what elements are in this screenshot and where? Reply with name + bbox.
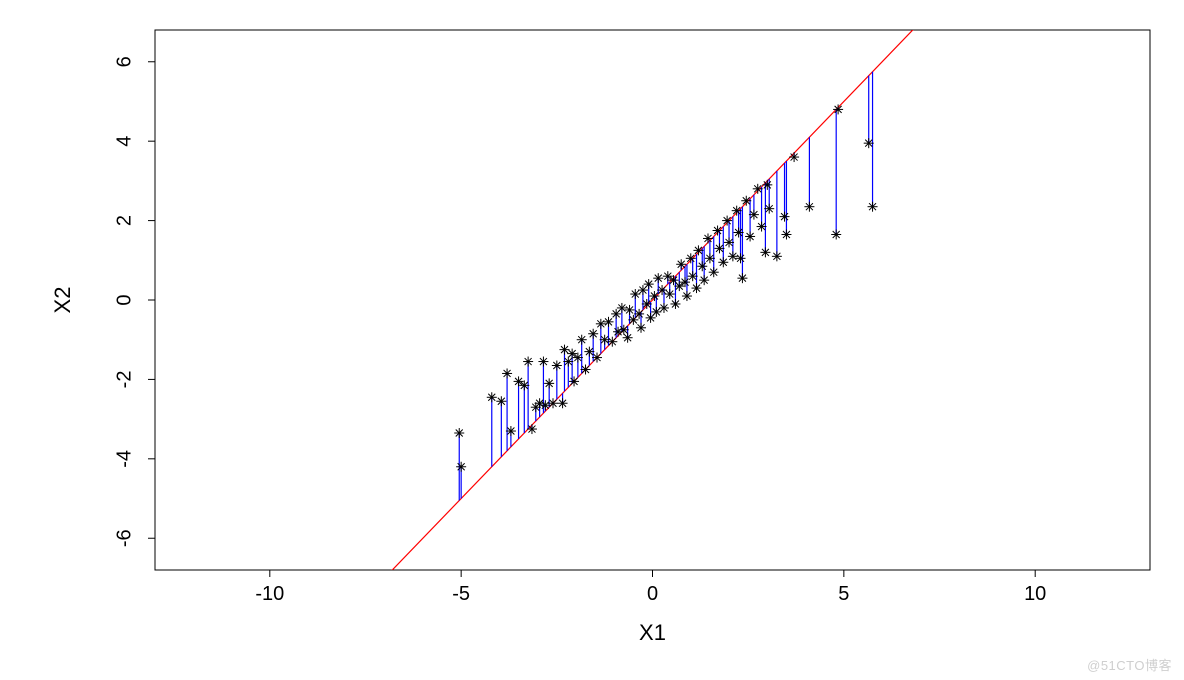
data-point bbox=[864, 138, 874, 148]
data-point bbox=[644, 279, 654, 289]
data-point bbox=[718, 257, 728, 267]
data-point bbox=[692, 283, 702, 293]
data-point bbox=[581, 364, 591, 374]
plot-data-group bbox=[155, 0, 1150, 680]
data-point bbox=[454, 428, 464, 438]
data-point bbox=[686, 253, 696, 263]
data-point bbox=[592, 353, 602, 363]
data-point bbox=[649, 291, 659, 301]
data-point bbox=[496, 396, 506, 406]
data-point bbox=[804, 202, 814, 212]
data-point bbox=[607, 337, 617, 347]
data-point bbox=[487, 392, 497, 402]
y-tick-label: -4 bbox=[113, 450, 135, 468]
data-point bbox=[734, 228, 744, 238]
data-point bbox=[722, 216, 732, 226]
data-point bbox=[665, 289, 675, 299]
y-tick-label: -2 bbox=[113, 371, 135, 389]
chart-container: -10 -5 0 5 10 -6 -4 -2 0 2 4 6 X1 X2 @51CTO博客 bbox=[0, 0, 1184, 680]
data-point bbox=[781, 229, 791, 239]
data-point bbox=[772, 251, 782, 261]
x-axis-label: X1 bbox=[639, 620, 666, 645]
data-point bbox=[699, 275, 709, 285]
y-tick-label: -6 bbox=[113, 529, 135, 547]
data-point bbox=[596, 319, 606, 329]
y-axis-label: X2 bbox=[50, 287, 75, 314]
data-point bbox=[588, 329, 598, 339]
x-tick-label: 0 bbox=[647, 583, 658, 605]
data-point bbox=[625, 305, 635, 315]
data-point bbox=[680, 277, 690, 287]
data-point bbox=[682, 291, 692, 301]
y-tick-label: 2 bbox=[113, 215, 135, 226]
data-point bbox=[584, 347, 594, 357]
data-point bbox=[745, 231, 755, 241]
data-point bbox=[456, 462, 466, 472]
data-point bbox=[741, 196, 751, 206]
data-point bbox=[506, 426, 516, 436]
data-point bbox=[709, 267, 719, 277]
x-tick-label: -5 bbox=[452, 583, 470, 605]
data-point bbox=[569, 376, 579, 386]
data-point bbox=[749, 210, 759, 220]
data-point bbox=[724, 237, 734, 247]
data-point bbox=[676, 259, 686, 269]
data-point bbox=[527, 424, 537, 434]
data-point bbox=[603, 317, 613, 327]
data-point bbox=[732, 206, 742, 216]
data-point bbox=[728, 251, 738, 261]
data-point bbox=[760, 247, 770, 257]
data-point bbox=[831, 229, 841, 239]
data-point bbox=[868, 202, 878, 212]
data-point bbox=[623, 333, 633, 343]
data-point bbox=[540, 400, 550, 410]
data-point bbox=[780, 212, 790, 222]
data-point bbox=[659, 303, 669, 313]
data-point bbox=[762, 180, 772, 190]
data-point bbox=[577, 335, 587, 345]
data-point bbox=[833, 104, 843, 114]
data-point bbox=[737, 273, 747, 283]
x-tick-label: 5 bbox=[838, 583, 849, 605]
data-point bbox=[523, 357, 533, 367]
data-point bbox=[703, 233, 713, 243]
data-point bbox=[670, 299, 680, 309]
data-point bbox=[688, 271, 698, 281]
data-point bbox=[544, 378, 554, 388]
data-point bbox=[636, 323, 646, 333]
y-tick-label: 6 bbox=[113, 56, 135, 67]
data-point bbox=[714, 243, 724, 253]
data-point bbox=[693, 245, 703, 255]
x-tick-label: -10 bbox=[255, 583, 284, 605]
data-point bbox=[634, 309, 644, 319]
data-point bbox=[552, 361, 562, 371]
data-point bbox=[538, 357, 548, 367]
watermark-text: @51CTO博客 bbox=[1087, 655, 1172, 674]
data-point bbox=[789, 152, 799, 162]
data-point bbox=[642, 299, 652, 309]
data-point bbox=[573, 353, 583, 363]
y-tick-label: 4 bbox=[113, 136, 135, 147]
data-point bbox=[502, 368, 512, 378]
data-point bbox=[713, 226, 723, 236]
data-point bbox=[736, 253, 746, 263]
data-point bbox=[757, 222, 767, 232]
data-point bbox=[764, 204, 774, 214]
data-point bbox=[617, 303, 627, 313]
y-tick-label: 0 bbox=[113, 294, 135, 305]
data-point bbox=[558, 398, 568, 408]
regression-line bbox=[155, 0, 1150, 680]
data-point bbox=[653, 273, 663, 283]
data-point bbox=[548, 398, 558, 408]
x-tick-label: 10 bbox=[1024, 583, 1046, 605]
data-point bbox=[600, 335, 610, 345]
data-point bbox=[697, 261, 707, 271]
data-point bbox=[705, 253, 715, 263]
scatter-plot: -10 -5 0 5 10 -6 -4 -2 0 2 4 6 X1 X2 bbox=[0, 0, 1184, 680]
data-point bbox=[753, 184, 763, 194]
data-point bbox=[519, 380, 529, 390]
